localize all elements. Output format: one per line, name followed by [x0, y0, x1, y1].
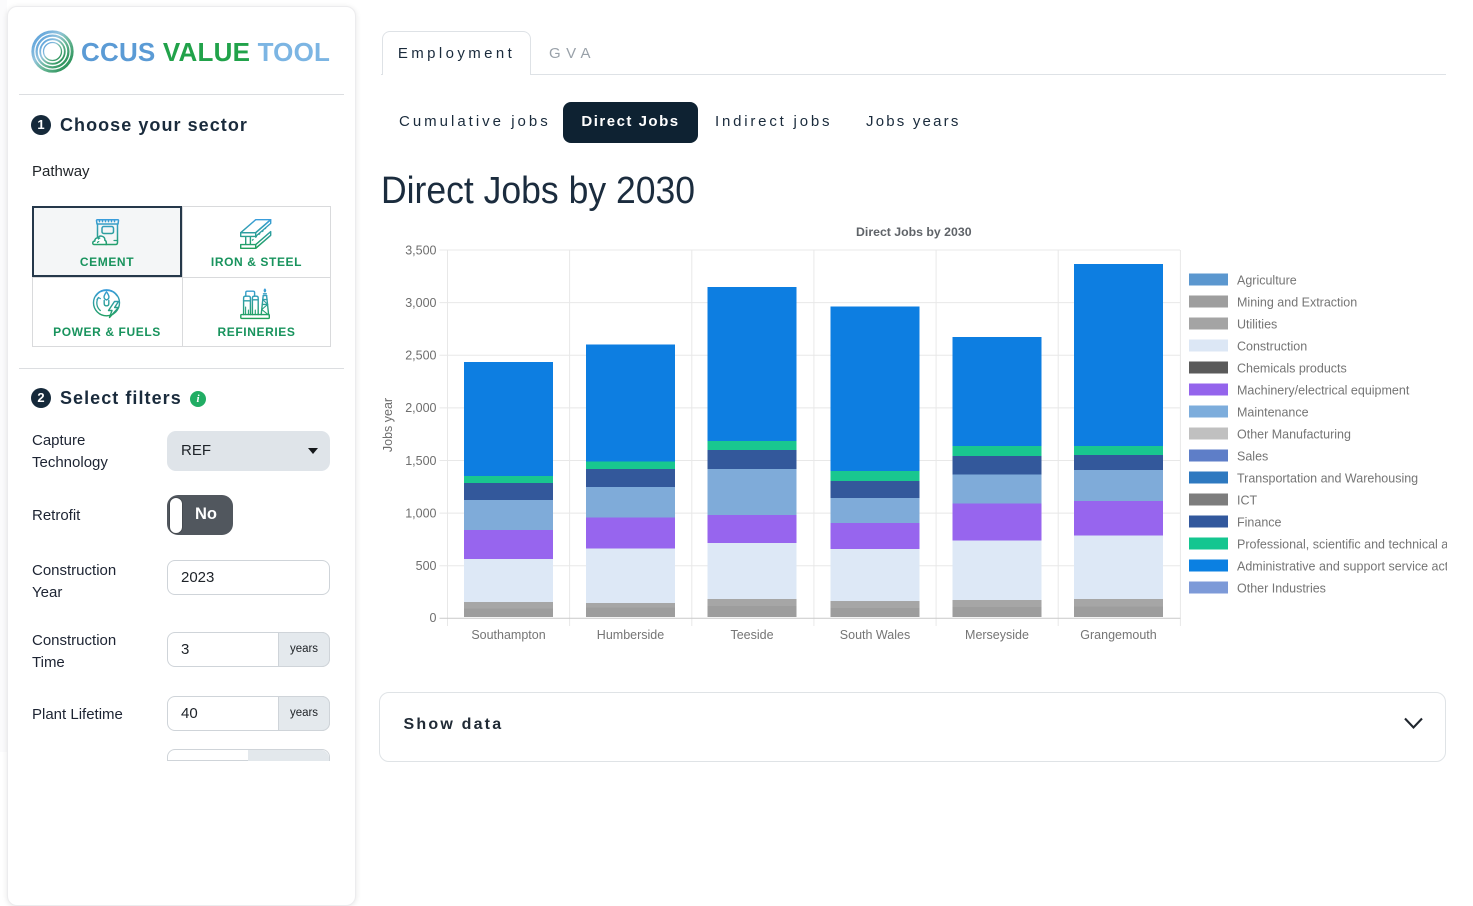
svg-text:Chemicals products: Chemicals products: [1237, 362, 1347, 376]
svg-text:Agriculture: Agriculture: [1237, 274, 1297, 288]
svg-text:Mining and Extraction: Mining and Extraction: [1237, 296, 1357, 310]
svg-text:1,000: 1,000: [405, 506, 436, 520]
svg-text:Direct Jobs by 2030: Direct Jobs by 2030: [856, 225, 972, 239]
svg-text:Sales: Sales: [1237, 450, 1268, 464]
svg-text:Construction: Construction: [1237, 340, 1307, 354]
svg-text:Professional, scientific and t: Professional, scientific and technical a…: [1237, 538, 1466, 552]
svg-text:Transportation and Warehousing: Transportation and Warehousing: [1237, 472, 1418, 486]
svg-text:Humberside: Humberside: [597, 628, 664, 642]
svg-text:Jobs year: Jobs year: [381, 398, 395, 452]
svg-text:Maintenance: Maintenance: [1237, 406, 1309, 420]
svg-text:Other Industries: Other Industries: [1237, 582, 1326, 596]
svg-text:1,500: 1,500: [405, 454, 436, 468]
svg-text:Administrative and support ser: Administrative and support service activ…: [1237, 560, 1466, 574]
svg-text:Machinery/electrical equipment: Machinery/electrical equipment: [1237, 384, 1410, 398]
svg-text:Other Manufacturing: Other Manufacturing: [1237, 428, 1351, 442]
svg-text:3,500: 3,500: [405, 243, 436, 257]
svg-text:Grangemouth: Grangemouth: [1080, 628, 1156, 642]
svg-text:Southampton: Southampton: [471, 628, 545, 642]
svg-text:ICT: ICT: [1237, 494, 1258, 508]
svg-text:Teeside: Teeside: [730, 628, 773, 642]
svg-text:0: 0: [430, 611, 437, 625]
svg-text:Finance: Finance: [1237, 516, 1282, 530]
svg-text:2,000: 2,000: [405, 401, 436, 415]
svg-text:3,000: 3,000: [405, 296, 436, 310]
svg-text:Merseyside: Merseyside: [965, 628, 1029, 642]
svg-text:Utilities: Utilities: [1237, 318, 1277, 332]
svg-text:South Wales: South Wales: [840, 628, 910, 642]
svg-text:2,500: 2,500: [405, 349, 436, 363]
svg-text:500: 500: [416, 559, 437, 573]
